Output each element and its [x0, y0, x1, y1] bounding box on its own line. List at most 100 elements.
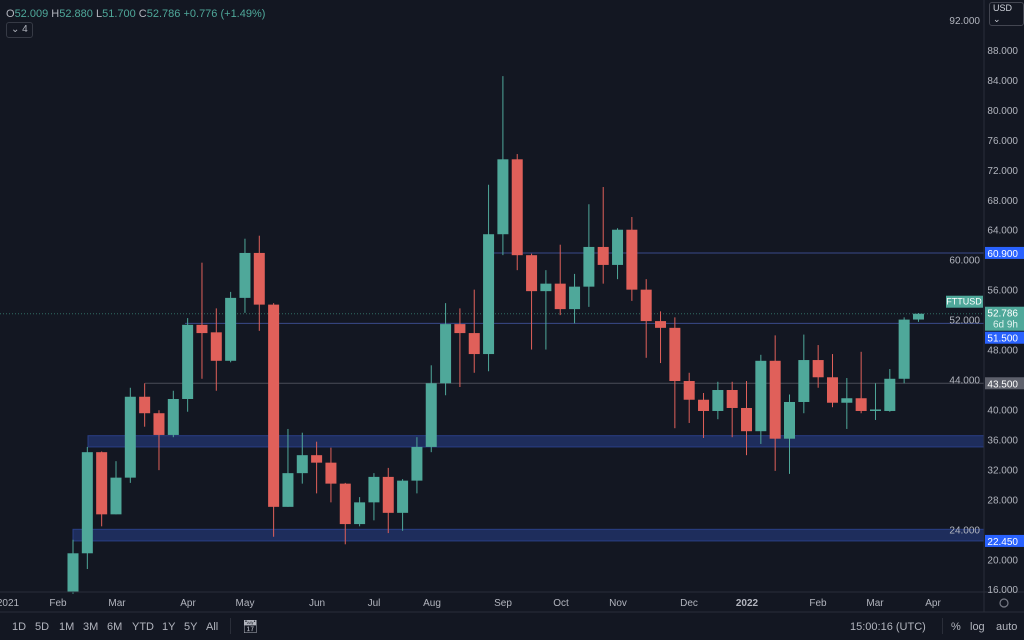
- candle-down: [812, 360, 824, 378]
- bottom-toolbar: 1D 5D 1M 3M 6M YTD 1Y 5Y All 📅︎ 15:00:16…: [0, 613, 1024, 640]
- candle-up: [368, 476, 380, 503]
- candle-down: [311, 455, 323, 463]
- candle-up: [354, 502, 366, 525]
- y-tick-label: 36.000: [987, 435, 1018, 446]
- y-tick-label: 52.000: [949, 316, 980, 327]
- y-tick-label: 76.000: [987, 136, 1018, 147]
- log-toggle[interactable]: log: [970, 621, 985, 633]
- gear-icon[interactable]: [999, 598, 1009, 608]
- y-tick-label: 92.000: [949, 16, 980, 27]
- open-label: O: [6, 8, 15, 20]
- candle-down: [268, 304, 280, 507]
- close-label: C: [138, 8, 147, 20]
- chevron-down-icon: ⌄: [993, 14, 1001, 24]
- candle-down: [669, 327, 681, 382]
- candle-up: [225, 297, 237, 361]
- range-1m[interactable]: 1M: [59, 621, 75, 633]
- x-tick-label: Feb: [809, 598, 827, 609]
- candle-up: [167, 398, 179, 435]
- y-tick-label: 44.000: [949, 376, 980, 387]
- x-tick-label: Sep: [494, 598, 512, 609]
- support-zone: [72, 528, 985, 542]
- x-tick-label: May: [236, 598, 255, 609]
- range-6m[interactable]: 6M: [107, 621, 123, 633]
- level-price-label-bg: [985, 246, 1024, 259]
- y-tick-label: 48.000: [987, 346, 1018, 357]
- y-tick-label: 72.000: [987, 166, 1018, 177]
- y-tick-label: 60.000: [949, 256, 980, 267]
- open-value: 52.009: [14, 8, 49, 20]
- candle-up: [182, 324, 194, 399]
- y-tick-label: 20.000: [987, 555, 1018, 566]
- range-1d[interactable]: 1D: [12, 621, 27, 633]
- bar-countdown: 6d 9h: [993, 320, 1018, 331]
- close-value: 52.786: [146, 8, 181, 20]
- y-tick-label: 56.000: [987, 286, 1018, 297]
- y-tick-label: 80.000: [987, 106, 1018, 117]
- y-tick-label: 32.000: [987, 465, 1018, 476]
- candle-up: [898, 319, 910, 379]
- candle-down: [698, 399, 710, 411]
- x-tick-label: Dec: [680, 598, 698, 609]
- change-value: +0.776 (+1.49%): [183, 8, 266, 20]
- indicators-collapse-button[interactable]: ⌄ 4: [6, 22, 33, 38]
- candle-down: [96, 452, 108, 515]
- high-label: H: [51, 8, 60, 20]
- percent-toggle[interactable]: %: [951, 621, 961, 633]
- candle-down: [726, 390, 738, 408]
- x-tick-label: Jun: [309, 598, 325, 609]
- range-ytd[interactable]: YTD: [132, 621, 154, 633]
- auto-toggle[interactable]: auto: [996, 621, 1018, 633]
- x-tick-label: Aug: [423, 598, 441, 609]
- symbol-tag-bg: [946, 295, 983, 308]
- range-all[interactable]: All: [206, 621, 219, 633]
- candle-up: [569, 286, 581, 310]
- x-tick-label: Feb: [49, 598, 67, 609]
- candle-up: [755, 360, 767, 432]
- level-price-label-bg: [985, 331, 1024, 344]
- candle-down: [253, 252, 265, 305]
- y-tick-label: 16.000: [987, 585, 1018, 596]
- y-tick-label: 84.000: [987, 76, 1018, 87]
- candle-up: [296, 455, 308, 474]
- clock-time[interactable]: 15:00:16 (UTC): [850, 621, 926, 633]
- range-1y[interactable]: 1Y: [162, 621, 176, 633]
- candle-up: [869, 409, 881, 411]
- candle-down: [640, 289, 652, 322]
- candle-down: [153, 413, 165, 435]
- candle-up: [884, 378, 896, 411]
- level-price-label-bg: [985, 377, 1024, 390]
- candle-up: [540, 283, 552, 292]
- candle-down: [554, 283, 566, 310]
- currency-selector[interactable]: USD ⌄: [989, 2, 1024, 26]
- candle-up: [239, 252, 251, 298]
- candle-down: [855, 398, 867, 411]
- x-tick-label: Nov: [609, 598, 627, 609]
- candle-down: [454, 324, 466, 334]
- y-tick-label: 24.000: [949, 525, 980, 536]
- candle-up: [798, 360, 810, 402]
- support-zone: [87, 435, 985, 448]
- divider: [230, 618, 231, 634]
- candle-up: [483, 234, 495, 355]
- candle-down: [210, 332, 222, 361]
- candle-up: [612, 229, 624, 265]
- candle-up: [583, 246, 595, 287]
- candle-up: [282, 473, 294, 507]
- calendar-goto-icon[interactable]: 📅︎: [242, 619, 259, 634]
- range-3m[interactable]: 3M: [83, 621, 99, 633]
- x-tick-label: Apr: [180, 598, 196, 609]
- range-5y[interactable]: 5Y: [184, 621, 198, 633]
- last-price-label: 52.786: [987, 309, 1018, 320]
- candle-down: [339, 483, 351, 525]
- candle-down: [597, 246, 609, 265]
- range-5d[interactable]: 5D: [35, 621, 50, 633]
- x-tick-label: Mar: [108, 598, 126, 609]
- indicator-count: 4: [22, 24, 28, 35]
- zone-price-label: 22.450: [987, 537, 1018, 548]
- x-tick-label: Mar: [866, 598, 884, 609]
- candle-up: [841, 398, 853, 403]
- currency-label: USD: [993, 3, 1013, 13]
- candle-down: [626, 229, 638, 290]
